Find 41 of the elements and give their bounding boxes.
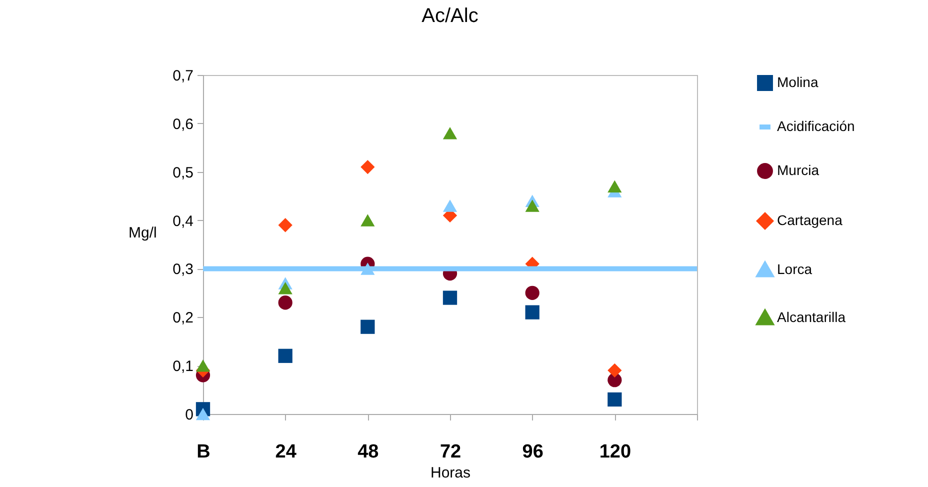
x-tick-label: 48 [358, 442, 379, 462]
point [196, 408, 210, 420]
y-tick-label: 0,1 [172, 358, 194, 376]
y-tick-label: 0,5 [172, 164, 194, 182]
legend-label: Murcia [777, 162, 820, 178]
x-axis-title: Horas [430, 464, 471, 482]
point [278, 296, 292, 310]
point [608, 392, 622, 407]
point [360, 214, 375, 226]
point [278, 218, 292, 232]
legend-label: Alcantarilla [777, 309, 846, 325]
legend-label: Acidificación [777, 118, 855, 134]
y-axis-title: Mg/l [128, 224, 157, 242]
point [278, 348, 292, 363]
point [360, 160, 375, 174]
legend-label: Lorca [777, 261, 812, 277]
x-tick-label: 24 [275, 442, 297, 462]
y-tick-label: 0,4 [172, 212, 194, 230]
point [360, 320, 375, 334]
point [196, 359, 210, 372]
y-tick-label: 0,7 [172, 68, 194, 84]
point [442, 290, 458, 305]
point [525, 305, 540, 320]
point [525, 200, 540, 212]
chart-title: Ac/Alc [422, 5, 478, 27]
point [442, 126, 458, 140]
legend-label: Cartagena [777, 212, 843, 228]
x-tick-label: B [196, 442, 210, 462]
point [442, 200, 458, 212]
y-tick-label: 0,6 [172, 116, 194, 133]
x-tick-label: 96 [522, 442, 544, 462]
point [278, 282, 292, 294]
x-tick-label: 120 [599, 442, 632, 462]
x-tick-label: 72 [440, 442, 462, 462]
y-tick-label: 0 [185, 406, 194, 424]
legend-label: Molina [777, 74, 818, 90]
y-tick-label: 0,2 [172, 310, 194, 327]
point [608, 180, 622, 193]
y-tick-label: 0,3 [172, 261, 194, 278]
point [525, 286, 540, 300]
point [608, 363, 622, 378]
